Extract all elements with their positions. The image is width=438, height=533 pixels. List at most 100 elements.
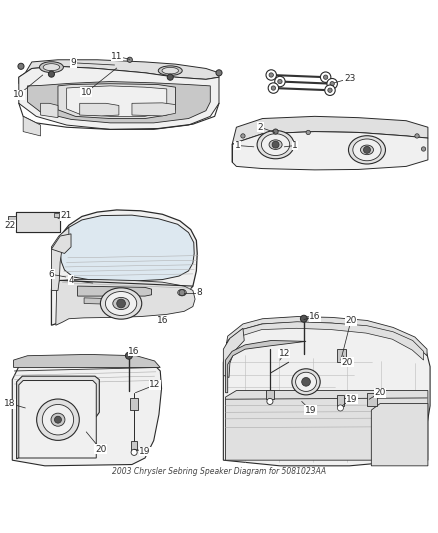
Text: 22: 22 <box>4 221 16 230</box>
Ellipse shape <box>261 134 290 156</box>
Text: 8: 8 <box>197 288 202 297</box>
Ellipse shape <box>349 136 385 164</box>
Circle shape <box>278 79 282 84</box>
Text: 23: 23 <box>344 74 355 83</box>
Polygon shape <box>19 381 96 458</box>
Polygon shape <box>12 356 162 466</box>
Bar <box>130 398 138 410</box>
Polygon shape <box>226 317 427 356</box>
Polygon shape <box>60 215 194 281</box>
Circle shape <box>18 63 24 69</box>
Circle shape <box>328 88 332 92</box>
Polygon shape <box>17 376 99 459</box>
Ellipse shape <box>269 140 282 149</box>
Polygon shape <box>67 86 167 116</box>
Polygon shape <box>14 354 160 367</box>
Text: 21: 21 <box>60 211 71 220</box>
Circle shape <box>179 289 185 296</box>
Circle shape <box>275 76 285 87</box>
Ellipse shape <box>39 62 64 72</box>
Text: 19: 19 <box>305 406 316 415</box>
Polygon shape <box>226 391 428 460</box>
Ellipse shape <box>257 131 294 159</box>
Circle shape <box>306 130 311 135</box>
Circle shape <box>127 57 132 62</box>
Ellipse shape <box>42 405 74 435</box>
Polygon shape <box>132 103 176 116</box>
Polygon shape <box>80 103 119 116</box>
Circle shape <box>272 141 279 148</box>
Circle shape <box>337 405 343 411</box>
Circle shape <box>167 74 173 80</box>
Polygon shape <box>371 403 428 466</box>
Ellipse shape <box>296 372 317 391</box>
Circle shape <box>364 147 371 154</box>
Text: 16: 16 <box>157 317 168 326</box>
Ellipse shape <box>106 292 137 316</box>
Circle shape <box>302 377 311 386</box>
Ellipse shape <box>162 67 179 74</box>
Circle shape <box>323 75 328 79</box>
Text: 10: 10 <box>13 90 25 99</box>
Ellipse shape <box>360 145 374 155</box>
Text: 10: 10 <box>81 88 92 97</box>
Text: 20: 20 <box>374 388 386 397</box>
Circle shape <box>131 449 137 455</box>
Text: 12: 12 <box>279 349 290 358</box>
Polygon shape <box>19 66 219 130</box>
Circle shape <box>267 398 273 405</box>
Circle shape <box>48 71 54 77</box>
Text: 2003 Chrysler Sebring Speaker Diagram for 5081023AA: 2003 Chrysler Sebring Speaker Diagram fo… <box>112 467 326 477</box>
Text: 19: 19 <box>346 395 357 403</box>
Polygon shape <box>232 132 428 170</box>
Polygon shape <box>78 286 152 296</box>
Text: 16: 16 <box>309 312 321 321</box>
Ellipse shape <box>43 63 60 71</box>
Circle shape <box>321 72 331 83</box>
Circle shape <box>266 70 276 80</box>
Bar <box>53 213 59 217</box>
Circle shape <box>241 134 245 138</box>
Text: 2: 2 <box>258 123 263 132</box>
Polygon shape <box>19 60 219 84</box>
Text: 16: 16 <box>128 347 140 356</box>
Polygon shape <box>56 279 195 325</box>
Text: 19: 19 <box>139 447 151 456</box>
Text: 4: 4 <box>68 276 74 285</box>
Ellipse shape <box>178 289 186 296</box>
Circle shape <box>268 83 279 93</box>
Text: 1: 1 <box>292 141 298 150</box>
Text: 20: 20 <box>345 317 357 326</box>
Polygon shape <box>23 116 41 136</box>
Ellipse shape <box>158 66 182 76</box>
Text: 6: 6 <box>49 270 54 279</box>
Text: 18: 18 <box>4 399 16 408</box>
Text: 12: 12 <box>149 381 161 390</box>
Circle shape <box>415 134 419 138</box>
Ellipse shape <box>51 413 65 426</box>
Polygon shape <box>84 298 115 304</box>
Text: 20: 20 <box>95 445 106 454</box>
Polygon shape <box>28 82 210 123</box>
Text: 11: 11 <box>111 52 123 61</box>
Polygon shape <box>58 84 176 118</box>
Bar <box>367 393 377 406</box>
Bar <box>8 216 16 228</box>
Polygon shape <box>226 341 306 393</box>
Circle shape <box>117 299 125 308</box>
Circle shape <box>330 82 334 86</box>
Circle shape <box>300 315 307 322</box>
Text: 9: 9 <box>71 58 76 67</box>
Polygon shape <box>223 328 244 377</box>
Polygon shape <box>41 103 58 118</box>
Text: 20: 20 <box>342 358 353 367</box>
Circle shape <box>216 70 222 76</box>
Text: 1: 1 <box>235 141 240 150</box>
Bar <box>16 212 60 232</box>
Circle shape <box>325 85 335 95</box>
Polygon shape <box>226 322 424 360</box>
Polygon shape <box>51 228 69 290</box>
Circle shape <box>54 416 61 423</box>
Ellipse shape <box>100 288 142 319</box>
Ellipse shape <box>113 297 129 310</box>
